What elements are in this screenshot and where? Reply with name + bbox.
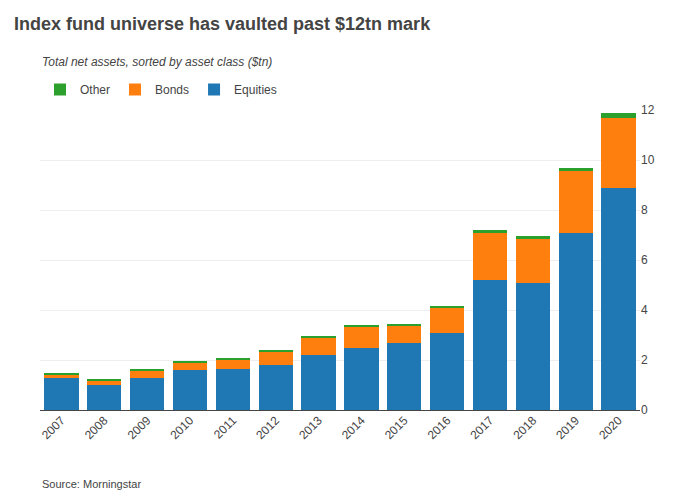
svg-text:2009: 2009: [125, 413, 154, 442]
svg-text:2013: 2013: [296, 413, 325, 442]
svg-text:Equities: Equities: [234, 83, 277, 97]
svg-text:10: 10: [641, 153, 655, 167]
svg-text:Other: Other: [80, 83, 110, 97]
svg-text:2011: 2011: [211, 413, 239, 441]
svg-text:2012: 2012: [253, 413, 282, 442]
svg-text:Index fund universe has vaulte: Index fund universe has vaulted past $12…: [14, 14, 431, 34]
svg-text:2010: 2010: [168, 413, 197, 442]
svg-text:12: 12: [641, 103, 655, 117]
svg-text:2016: 2016: [425, 413, 454, 442]
svg-text:2018: 2018: [510, 413, 539, 442]
svg-text:Total net assets, sorted by as: Total net assets, sorted by asset class …: [42, 55, 272, 69]
svg-text:Bonds: Bonds: [155, 83, 189, 97]
svg-text:4: 4: [641, 303, 648, 317]
svg-text:2020: 2020: [596, 413, 625, 442]
svg-text:2008: 2008: [82, 413, 111, 442]
svg-text:2007: 2007: [39, 413, 68, 442]
svg-text:0: 0: [641, 403, 648, 417]
svg-text:2014: 2014: [339, 413, 368, 442]
svg-text:2015: 2015: [382, 413, 411, 442]
svg-text:Source: Morningstar: Source: Morningstar: [42, 478, 141, 490]
svg-text:6: 6: [641, 253, 648, 267]
svg-text:2: 2: [641, 353, 648, 367]
svg-text:8: 8: [641, 203, 648, 217]
svg-text:2019: 2019: [553, 413, 582, 442]
svg-text:2017: 2017: [468, 413, 497, 442]
